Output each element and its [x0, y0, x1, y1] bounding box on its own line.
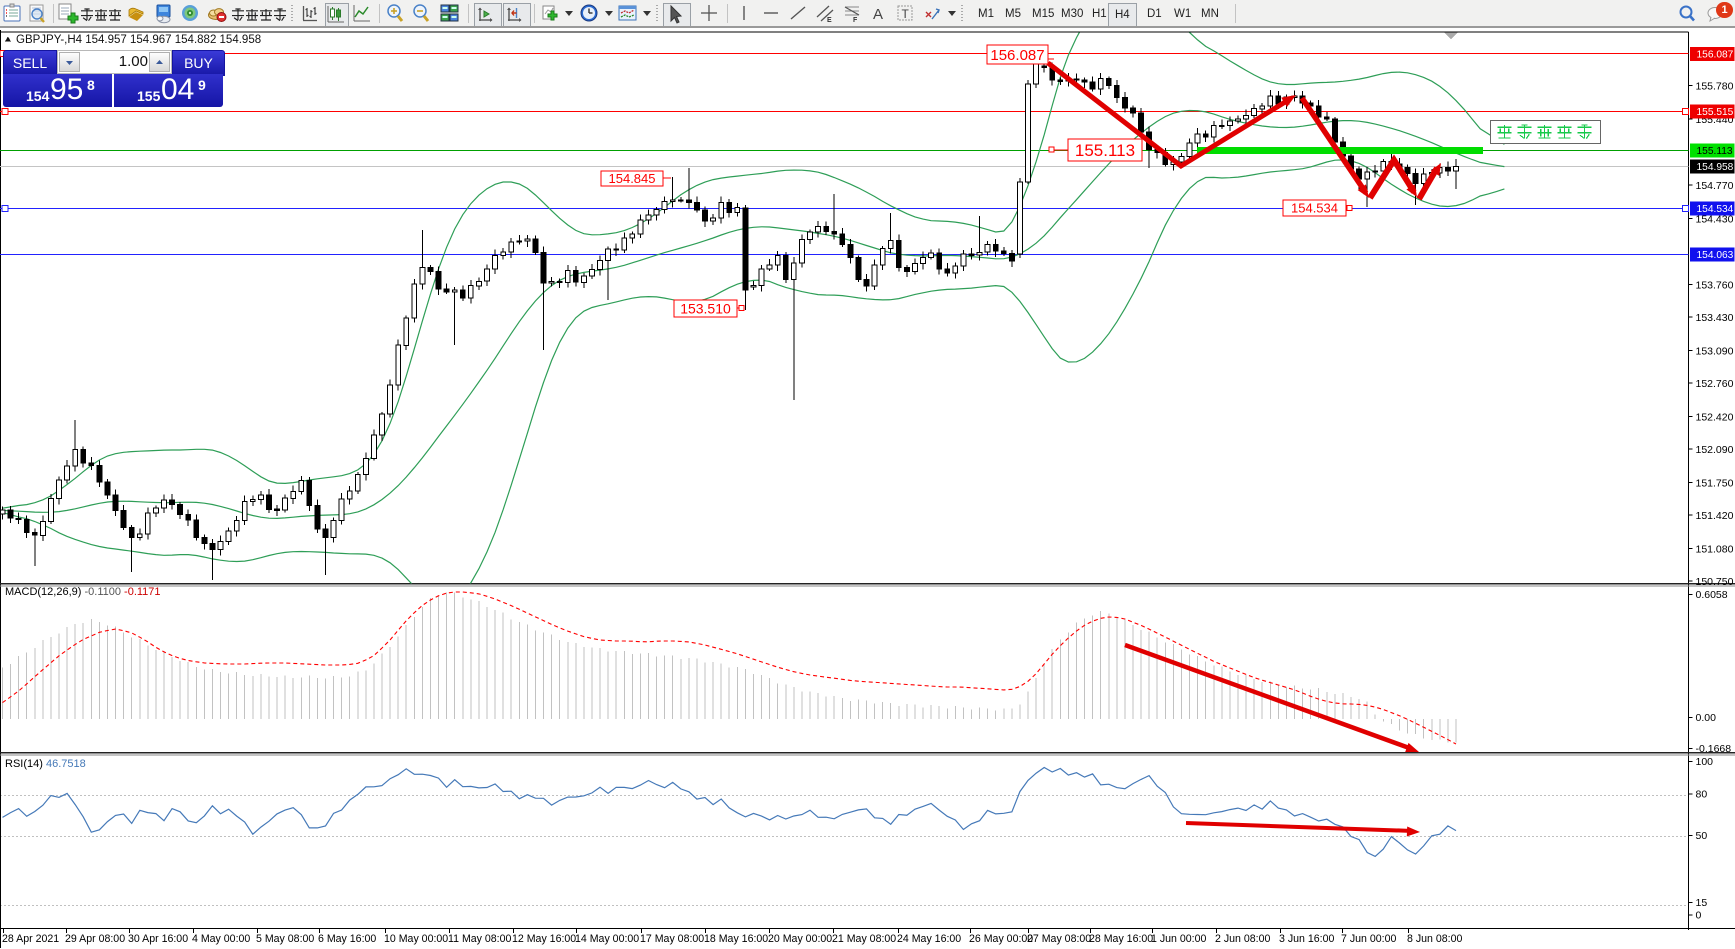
svg-text:30 Apr 16:00: 30 Apr 16:00 [128, 933, 188, 945]
svg-text:10 May 00:00: 10 May 00:00 [384, 933, 448, 945]
svg-text:155.113: 155.113 [1697, 146, 1733, 157]
svg-text:A: A [873, 6, 883, 23]
svg-text:20 May 00:00: 20 May 00:00 [768, 933, 832, 945]
svg-text:6 May 16:00: 6 May 16:00 [318, 933, 376, 945]
svg-text:152.090: 152.090 [1696, 444, 1734, 456]
svg-text:152.760: 152.760 [1696, 378, 1734, 390]
svg-text:F: F [853, 17, 858, 24]
svg-text:5 May 08:00: 5 May 08:00 [256, 933, 314, 945]
svg-text:GBPJPY-,H4 154.957 154.967 15: GBPJPY-,H4 154.957 154.967 154.882 154.9… [16, 34, 261, 46]
svg-text:0: 0 [1696, 910, 1702, 922]
svg-text:14 May 00:00: 14 May 00:00 [575, 933, 639, 945]
svg-text:12 May 16:00: 12 May 16:00 [512, 933, 576, 945]
svg-text:154.534: 154.534 [1697, 204, 1734, 215]
svg-text:154.845: 154.845 [609, 171, 656, 186]
svg-text:18 May 16:00: 18 May 16:00 [704, 933, 768, 945]
svg-text:154.430: 154.430 [1696, 213, 1734, 225]
svg-text:11 May 08:00: 11 May 08:00 [448, 933, 512, 945]
svg-text:2 Jun 08:00: 2 Jun 08:00 [1215, 933, 1270, 945]
svg-text:17 May 08:00: 17 May 08:00 [640, 933, 704, 945]
svg-text:15: 15 [1696, 897, 1708, 909]
svg-text:4 May 00:00: 4 May 00:00 [192, 933, 250, 945]
svg-text:154.958: 154.958 [1697, 162, 1734, 173]
svg-text:1 Jun 00:00: 1 Jun 00:00 [1151, 933, 1206, 945]
svg-text:153.430: 153.430 [1696, 312, 1734, 324]
svg-text:27 May 08:00: 27 May 08:00 [1027, 933, 1091, 945]
svg-text:154.770: 154.770 [1696, 180, 1734, 192]
svg-text:150.750: 150.750 [1696, 576, 1734, 588]
svg-text:155.780: 155.780 [1696, 80, 1734, 92]
svg-text:153.760: 153.760 [1696, 279, 1734, 291]
svg-text:50: 50 [1696, 830, 1708, 842]
svg-text:T: T [902, 7, 910, 21]
svg-text:0.6058: 0.6058 [1696, 589, 1728, 601]
svg-text:3 Jun 16:00: 3 Jun 16:00 [1279, 933, 1334, 945]
svg-text:153.090: 153.090 [1696, 345, 1734, 357]
svg-text:28 May 16:00: 28 May 16:00 [1089, 933, 1153, 945]
svg-text:152.420: 152.420 [1696, 411, 1734, 423]
svg-text:151.420: 151.420 [1696, 510, 1734, 522]
svg-text:100: 100 [1696, 756, 1714, 768]
svg-text:154.063: 154.063 [1697, 250, 1734, 261]
svg-text:8 Jun 08:00: 8 Jun 08:00 [1407, 933, 1462, 945]
svg-text:29 Apr 08:00: 29 Apr 08:00 [65, 933, 125, 945]
svg-text:151.750: 151.750 [1696, 477, 1734, 489]
svg-text:156.087: 156.087 [1697, 50, 1734, 61]
svg-text:153.510: 153.510 [680, 301, 731, 317]
svg-text:0.00: 0.00 [1696, 712, 1717, 724]
svg-text:156.087: 156.087 [990, 47, 1044, 64]
svg-text:-0.1668: -0.1668 [1696, 743, 1732, 755]
svg-text:24 May 16:00: 24 May 16:00 [897, 933, 961, 945]
svg-text:154.534: 154.534 [1291, 201, 1338, 216]
svg-text:21 May 08:00: 21 May 08:00 [832, 933, 896, 945]
svg-text:MACD(12,26,9) -0.1100 -0.1171: MACD(12,26,9) -0.1100 -0.1171 [5, 586, 161, 598]
svg-text:151.080: 151.080 [1696, 543, 1734, 555]
svg-text:155.515: 155.515 [1697, 107, 1734, 118]
svg-text:28 Apr 2021: 28 Apr 2021 [2, 933, 59, 945]
svg-text:26 May 00:00: 26 May 00:00 [969, 933, 1033, 945]
svg-text:80: 80 [1696, 789, 1708, 801]
svg-text:E: E [827, 17, 832, 24]
svg-text:7 Jun 00:00: 7 Jun 00:00 [1341, 933, 1396, 945]
svg-text:155.113: 155.113 [1075, 141, 1135, 160]
svg-text:RSI(14) 46.7518: RSI(14) 46.7518 [5, 758, 86, 770]
